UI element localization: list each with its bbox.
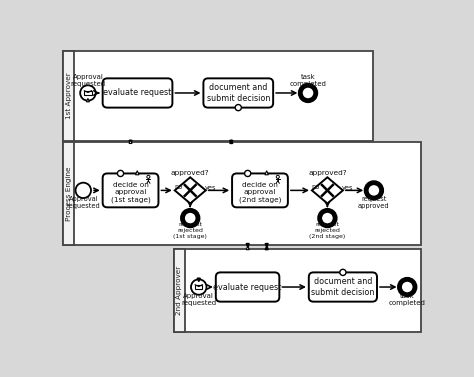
Polygon shape bbox=[230, 140, 233, 143]
FancyBboxPatch shape bbox=[309, 273, 377, 302]
Polygon shape bbox=[312, 177, 343, 204]
Bar bbox=[174, 248, 421, 332]
Circle shape bbox=[75, 183, 91, 198]
Circle shape bbox=[300, 85, 316, 101]
Text: 2nd Approver: 2nd Approver bbox=[176, 265, 182, 315]
Text: request
rejected
(1st stage): request rejected (1st stage) bbox=[173, 222, 207, 239]
Polygon shape bbox=[246, 244, 249, 247]
Text: Approval
requested: Approval requested bbox=[181, 293, 216, 306]
Text: document and
submit decision: document and submit decision bbox=[207, 83, 270, 103]
Polygon shape bbox=[265, 246, 268, 250]
FancyBboxPatch shape bbox=[103, 78, 173, 107]
Bar bbox=[63, 142, 421, 245]
Polygon shape bbox=[230, 140, 233, 144]
Polygon shape bbox=[129, 140, 132, 143]
Circle shape bbox=[366, 183, 382, 198]
Bar bbox=[63, 51, 74, 141]
Text: task
completed: task completed bbox=[389, 293, 426, 306]
FancyBboxPatch shape bbox=[203, 78, 273, 107]
Circle shape bbox=[400, 279, 415, 295]
Circle shape bbox=[118, 170, 124, 176]
Polygon shape bbox=[136, 171, 139, 175]
Text: decide on
approval
(1st stage): decide on approval (1st stage) bbox=[110, 182, 150, 204]
Circle shape bbox=[80, 85, 96, 101]
Text: decide on
approval
(2nd stage): decide on approval (2nd stage) bbox=[239, 182, 281, 204]
Text: document and
submit decision: document and submit decision bbox=[311, 277, 374, 297]
Circle shape bbox=[276, 175, 279, 178]
Text: approved?: approved? bbox=[171, 170, 210, 176]
Text: no: no bbox=[174, 184, 183, 190]
Circle shape bbox=[191, 279, 207, 295]
FancyBboxPatch shape bbox=[103, 173, 158, 207]
Text: Approval
requested: Approval requested bbox=[66, 196, 100, 210]
Text: evaluate request: evaluate request bbox=[103, 89, 172, 98]
Circle shape bbox=[147, 175, 150, 178]
Circle shape bbox=[182, 210, 198, 226]
Polygon shape bbox=[265, 244, 268, 247]
Text: 1st Approver: 1st Approver bbox=[65, 73, 72, 120]
Polygon shape bbox=[86, 98, 90, 102]
Polygon shape bbox=[129, 140, 132, 144]
FancyBboxPatch shape bbox=[216, 273, 279, 302]
Circle shape bbox=[319, 210, 335, 226]
Text: request
approved: request approved bbox=[358, 196, 390, 210]
Bar bbox=[63, 51, 373, 141]
Text: yes: yes bbox=[205, 185, 216, 191]
FancyBboxPatch shape bbox=[232, 173, 288, 207]
Polygon shape bbox=[175, 177, 206, 204]
FancyBboxPatch shape bbox=[84, 91, 91, 95]
Text: evaluate request: evaluate request bbox=[213, 282, 282, 291]
Text: yes: yes bbox=[342, 185, 353, 191]
Circle shape bbox=[245, 170, 251, 176]
FancyBboxPatch shape bbox=[195, 285, 202, 289]
Polygon shape bbox=[246, 246, 249, 250]
Text: Process Engine: Process Engine bbox=[65, 166, 72, 221]
Text: Approval
requested: Approval requested bbox=[70, 74, 106, 87]
Text: approved?: approved? bbox=[308, 170, 346, 176]
Circle shape bbox=[340, 269, 346, 276]
Circle shape bbox=[235, 104, 241, 111]
Polygon shape bbox=[265, 171, 268, 175]
Text: request
rejected
(2nd stage): request rejected (2nd stage) bbox=[309, 222, 346, 239]
Bar bbox=[63, 142, 74, 245]
Bar bbox=[174, 248, 185, 332]
Text: task
completed: task completed bbox=[290, 74, 327, 87]
Text: no: no bbox=[311, 184, 320, 190]
Polygon shape bbox=[197, 278, 200, 282]
